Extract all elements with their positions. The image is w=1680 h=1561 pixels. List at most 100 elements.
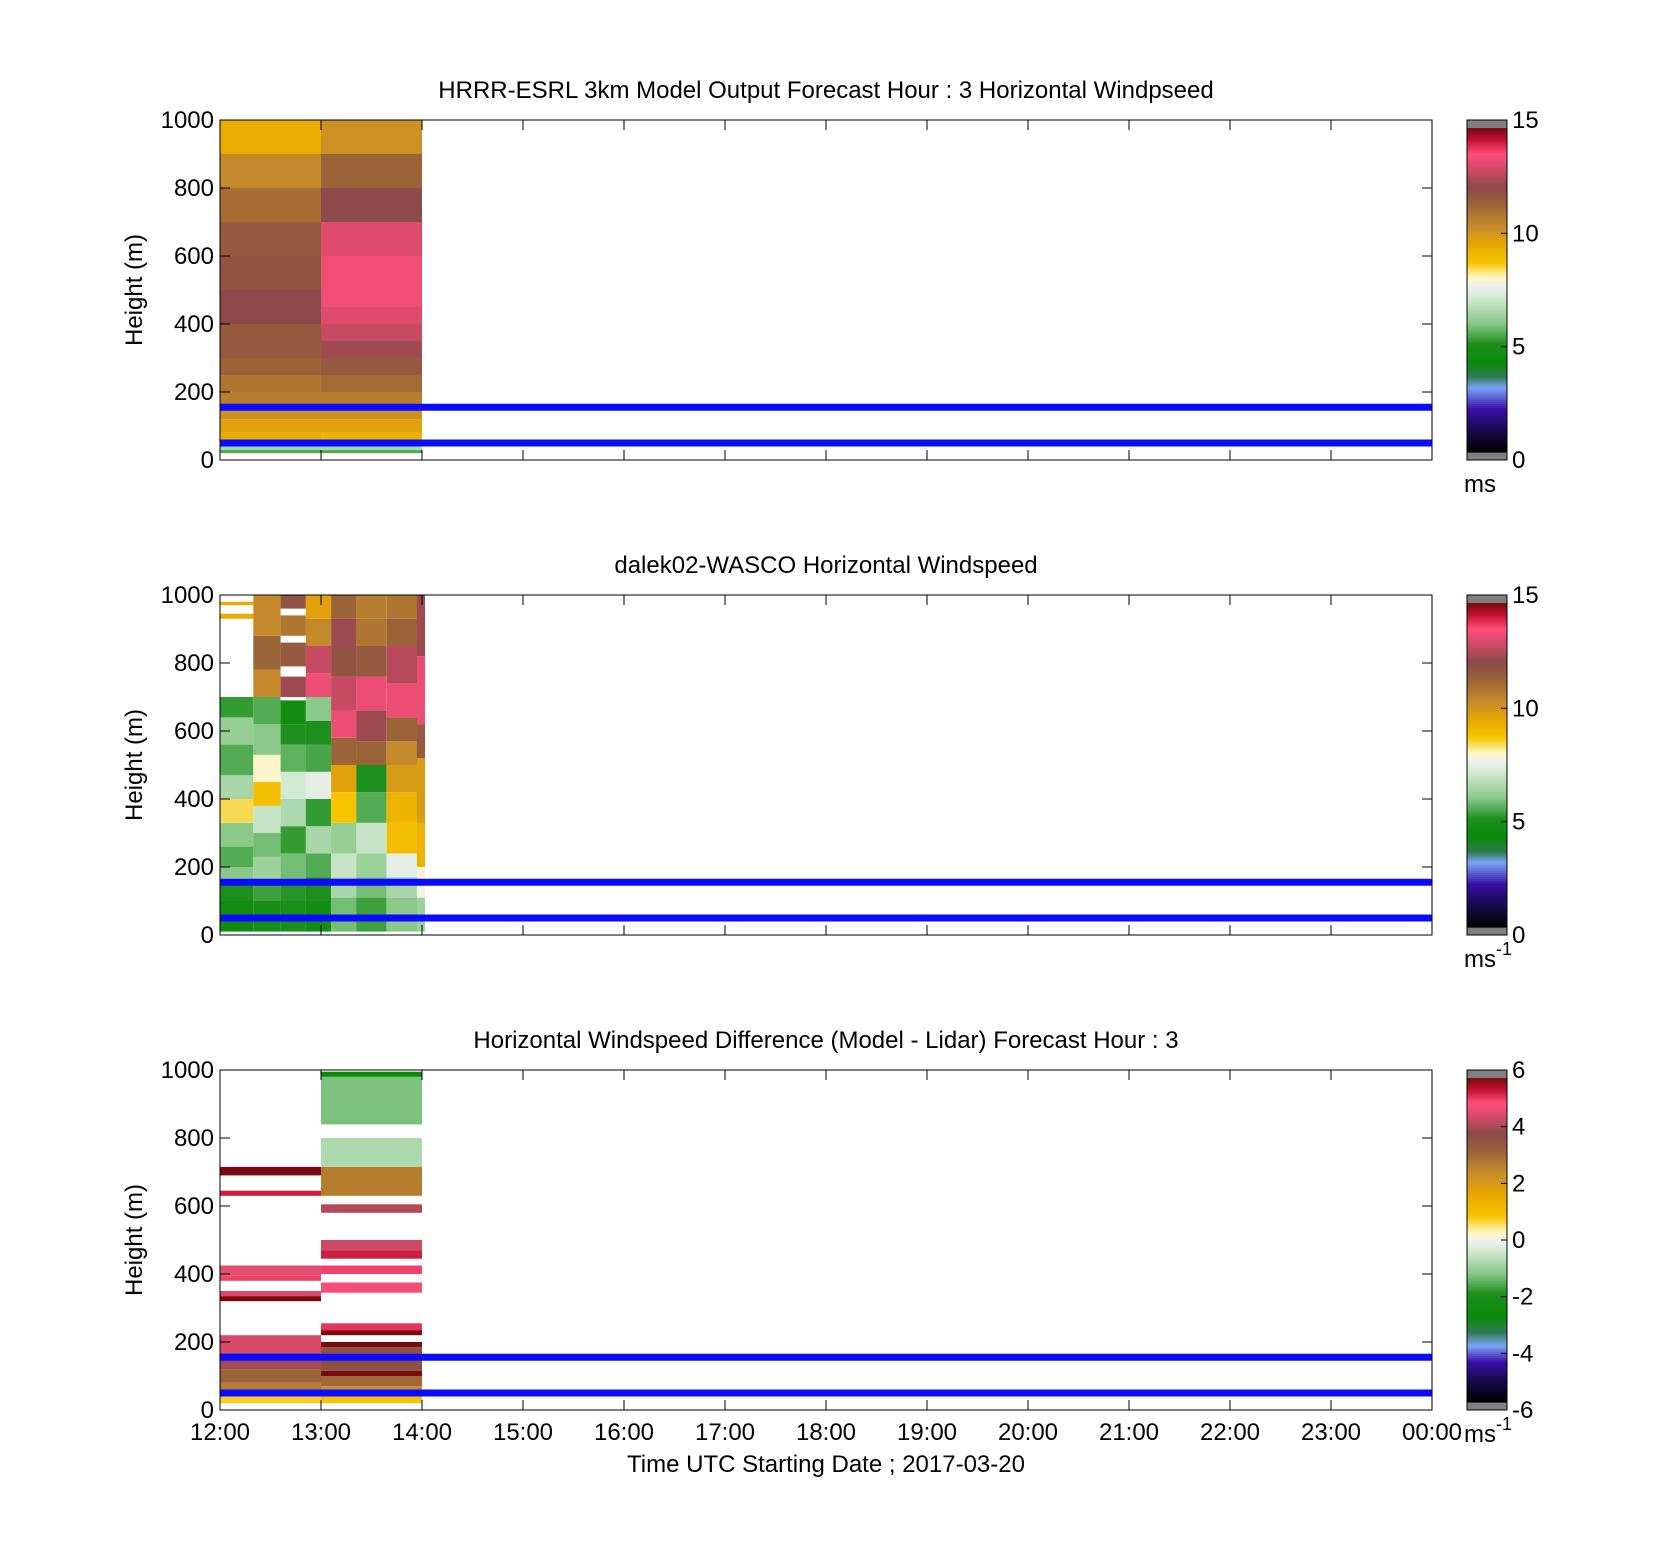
colorbar-band xyxy=(1467,352,1507,356)
y-axis-label: Height (m) xyxy=(121,709,148,821)
colorbar-band xyxy=(1467,609,1507,612)
colorbar-band xyxy=(1467,902,1507,906)
heatmap-cell xyxy=(321,1204,422,1213)
colorbar-band xyxy=(1467,277,1507,281)
colorbar-band xyxy=(1467,694,1507,697)
heatmap-cell xyxy=(305,744,332,772)
colorbar-band xyxy=(1467,192,1507,196)
colorbar-band xyxy=(1467,854,1507,857)
colorbar-band xyxy=(1467,235,1507,238)
colorbar-band xyxy=(1467,324,1507,328)
heatmap-cell xyxy=(321,222,422,256)
colorbar-band xyxy=(1467,1347,1507,1350)
heatmap-cell xyxy=(220,222,321,256)
colorbar-band xyxy=(1467,198,1507,202)
colorbar-band xyxy=(1467,225,1507,228)
colorbar-band xyxy=(1467,344,1507,348)
colorbar-band xyxy=(1467,744,1507,748)
colorbar-band xyxy=(1467,858,1507,861)
colorbar-underflow xyxy=(1467,452,1507,460)
colorbar-band xyxy=(1467,884,1507,888)
heatmap-cell xyxy=(220,449,321,454)
colorbar-tick-label: 0 xyxy=(1512,447,1525,474)
colorbar-band xyxy=(1467,1193,1507,1197)
colorbar-band xyxy=(1467,170,1507,174)
colorbar-unit-exponent: -1 xyxy=(1496,1414,1512,1434)
colorbar-band xyxy=(1467,1187,1507,1190)
x-tick-label: 12:00 xyxy=(190,1419,250,1446)
colorbar-band xyxy=(1467,710,1507,713)
colorbar-band xyxy=(1467,435,1507,439)
y-tick-label: 800 xyxy=(174,1125,214,1152)
heatmap-cell xyxy=(253,635,281,670)
model-output-panel: HRRR-ESRL 3km Model Output Forecast Hour… xyxy=(121,77,1539,498)
colorbar-band xyxy=(1467,1108,1507,1112)
colorbar-band xyxy=(1467,1365,1507,1369)
colorbar-band xyxy=(1467,1229,1507,1233)
heatmap-cell xyxy=(220,1296,321,1302)
colorbar-band xyxy=(1467,1082,1507,1085)
heatmap-cell xyxy=(356,792,387,823)
colorbar-band xyxy=(1467,1242,1507,1245)
colorbar-band xyxy=(1467,1217,1507,1221)
heatmap-cell xyxy=(321,1370,422,1376)
y-tick-label: 600 xyxy=(174,1193,214,1220)
colorbar-tick-label: 5 xyxy=(1512,334,1525,361)
colorbar-band xyxy=(1467,348,1507,352)
colorbar-band xyxy=(1467,1128,1507,1132)
colorbar-band xyxy=(1467,1104,1507,1107)
colorbar-band xyxy=(1467,762,1507,766)
colorbar-band xyxy=(1467,835,1507,839)
colorbar-band xyxy=(1467,300,1507,303)
colorbar-band xyxy=(1467,433,1507,437)
colorbar-frame xyxy=(1466,119,1508,461)
colorbar-band xyxy=(1467,730,1507,734)
x-tick-label: 21:00 xyxy=(1099,1419,1159,1446)
colorbar-band xyxy=(1467,375,1507,378)
colorbar-band xyxy=(1467,150,1507,153)
heatmap-cell xyxy=(331,822,357,854)
colorbar-band xyxy=(1467,162,1507,166)
colorbar-band xyxy=(1467,912,1507,916)
heatmap-cell xyxy=(220,799,254,823)
heatmap-cell xyxy=(356,710,387,742)
colorbar-band xyxy=(1467,823,1507,827)
colorbar-band xyxy=(1467,136,1507,139)
colorbar-band xyxy=(1467,1120,1507,1124)
heatmap-cell xyxy=(321,1282,422,1293)
colorbar-band xyxy=(1467,1144,1507,1148)
x-tick-label: 18:00 xyxy=(796,1419,856,1446)
heatmap-cell xyxy=(280,700,306,725)
heatmap-cell xyxy=(386,741,417,765)
heatmap-cell xyxy=(220,120,321,154)
colorbar-band xyxy=(1467,1379,1507,1383)
colorbar-band xyxy=(1467,1124,1507,1128)
colorbar-band xyxy=(1467,395,1507,398)
colorbar-band xyxy=(1467,728,1507,732)
colorbar-band xyxy=(1467,1387,1507,1391)
colorbar-band xyxy=(1467,1197,1507,1201)
colorbar-band xyxy=(1467,275,1507,279)
colorbar-band xyxy=(1467,839,1507,843)
colorbar-band xyxy=(1467,1080,1507,1083)
colorbar-unit: ms-1 xyxy=(1464,939,1512,973)
colorbar-band xyxy=(1467,190,1507,194)
colorbar-band xyxy=(1467,156,1507,159)
heatmap-cell xyxy=(253,724,281,755)
colorbar-band xyxy=(1467,172,1507,176)
colorbar-band xyxy=(1467,1102,1507,1105)
heatmap-cell xyxy=(321,1166,422,1196)
heatmap-cell xyxy=(331,710,357,738)
heatmap-cell xyxy=(321,1240,422,1251)
colorbar-band xyxy=(1467,734,1507,738)
colorbar-band xyxy=(1467,1262,1507,1265)
colorbar-band xyxy=(1467,364,1507,368)
colorbar-band xyxy=(1467,1100,1507,1103)
colorbar-band xyxy=(1467,742,1507,746)
colorbar-band xyxy=(1467,811,1507,815)
heatmap-cell xyxy=(253,595,281,636)
colorbar-band xyxy=(1467,1363,1507,1367)
colorbar-band xyxy=(1467,411,1507,415)
x-tick-label: 23:00 xyxy=(1301,1419,1361,1446)
colorbar-band xyxy=(1467,862,1507,865)
